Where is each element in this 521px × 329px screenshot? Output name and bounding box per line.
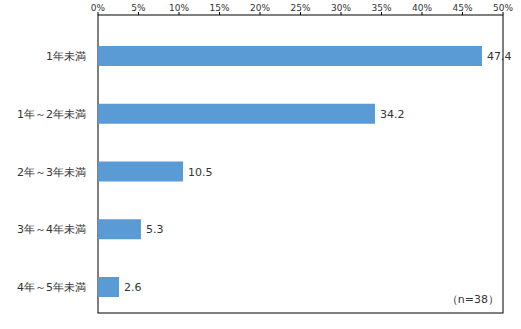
tick-label: 35% [371,3,391,13]
bar [98,277,119,297]
category-label: 2年～3年未満 [17,166,86,179]
category-label: 4年～5年未満 [17,281,86,294]
annotation: （n=38） [447,293,499,306]
bar [98,104,375,124]
bar [98,219,141,239]
tick-label: 45% [452,3,472,13]
tick-label: 5% [131,3,146,13]
tick-label: 0% [91,3,106,13]
bar [98,46,482,66]
data-label: 34.2 [380,108,405,121]
tick-label: 20% [250,3,270,13]
tick-label: 10% [169,3,189,13]
tick-label: 25% [290,3,310,13]
data-label: 5.3 [146,223,164,236]
tick-label: 15% [209,3,229,13]
category-label: 3年～4年未満 [17,223,86,236]
data-label: 10.5 [188,166,213,179]
tick-label: 30% [331,3,351,13]
chart-container: 0% 5% 10% 15% 20% 25% 30% 35% 40% 45% 50% 1年未満 47.4 1… [0,0,521,329]
data-label: 47.4 [487,50,512,63]
bars [98,46,482,297]
plot-frame [98,15,503,313]
category-label: 1年～2年未満 [17,108,86,121]
bar [98,162,183,182]
category-label: 1年未満 [46,50,86,63]
chart: 0% 5% 10% 15% 20% 25% 30% 35% 40% 45% 50% 1年未満 47.4 1… [0,0,521,329]
data-label: 2.6 [124,281,142,294]
tick-label: 40% [412,3,432,13]
tick-label: 50% [493,3,513,13]
